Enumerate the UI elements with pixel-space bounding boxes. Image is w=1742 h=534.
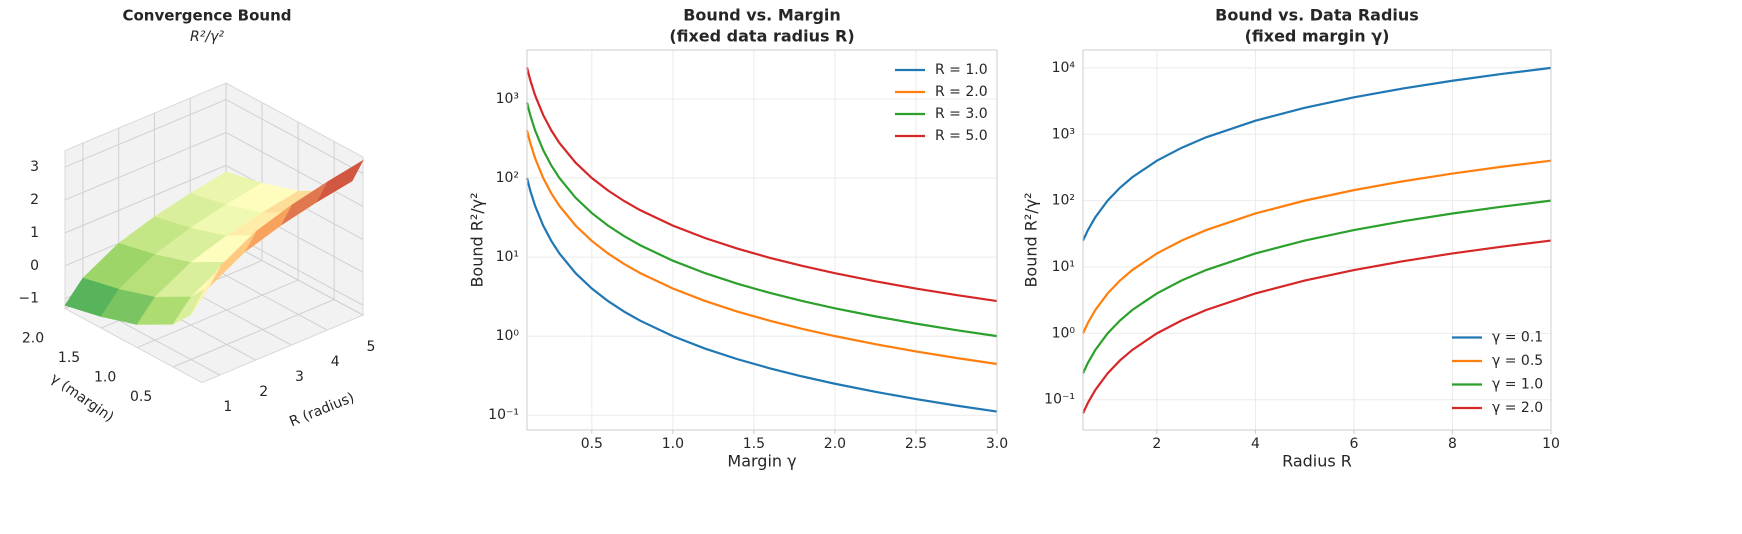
chart-title: (fixed data radius R) [669, 27, 854, 46]
x-tick-label: 10 [1542, 436, 1560, 452]
x-tick-label: 3 [295, 369, 304, 385]
grid-line [225, 240, 364, 316]
surface-patch [190, 266, 221, 315]
legend-label: R = 3.0 [935, 106, 988, 122]
y-tick-label: 10⁰ [1052, 325, 1076, 341]
y-axis-label: Bound R²/γ² [468, 192, 487, 287]
x-tick-label: 2 [1152, 436, 1161, 452]
y-axis-label: Bound R²/γ² [1022, 192, 1041, 287]
x-tick-label: 1.5 [743, 436, 765, 452]
x-axis-label: Radius R [1282, 452, 1352, 471]
x-tick-label: 2 [259, 384, 268, 400]
grid-line [64, 99, 227, 168]
line-series [1082, 66, 1552, 242]
y-tick-label: 1.0 [94, 370, 116, 386]
x-tick-label: 5 [367, 339, 376, 355]
x-tick-label: 8 [1448, 436, 1457, 452]
chart-title: Convergence Bound [122, 7, 291, 25]
legend-label: γ = 2.0 [1492, 400, 1543, 416]
x-tick-label: 2.0 [824, 436, 846, 452]
chart-title: Bound vs. Data Radius [1215, 6, 1419, 25]
grid-line [225, 132, 364, 207]
y-tick-label: 10² [496, 170, 519, 186]
x-tick-label: 6 [1349, 436, 1358, 452]
y-tick-label: 10⁻¹ [1044, 392, 1075, 408]
y-tick-label: 10³ [496, 91, 519, 107]
y-tick-label: 10⁰ [496, 328, 520, 344]
line-series [525, 177, 998, 413]
x-tick-label: 0.5 [581, 436, 603, 452]
z-tick-label: 2 [30, 192, 39, 208]
plot-frame [1082, 49, 1552, 431]
line-series [525, 130, 998, 366]
grid-line [225, 99, 364, 174]
legend-label: γ = 0.5 [1492, 353, 1543, 369]
line-series [1082, 159, 1552, 334]
grid-line [172, 299, 335, 368]
x-tick-label: 2.5 [905, 436, 927, 452]
legend-label: γ = 0.1 [1492, 330, 1543, 346]
y-tick-label: 10² [1052, 193, 1075, 209]
z-tick-label: −1 [18, 291, 39, 307]
grid-line [64, 132, 227, 201]
grid-line [136, 279, 299, 349]
x-axis-label: R (radius) [287, 390, 356, 430]
line-series [525, 67, 998, 303]
y-tick-label: 1.5 [58, 350, 80, 366]
x-tick-label: 4 [1251, 436, 1260, 452]
x-tick-label: 3.0 [986, 436, 1008, 452]
y-tick-label: 0.5 [130, 389, 152, 405]
grid-line [64, 164, 227, 234]
x-tick-label: 1 [223, 399, 232, 415]
y-tick-label: 10¹ [496, 249, 519, 265]
line-series [1082, 199, 1552, 374]
chart-title: (fixed margin γ) [1245, 27, 1390, 46]
y-tick-label: 10³ [1052, 126, 1075, 142]
x-tick-label: 4 [331, 354, 340, 370]
z-tick-label: 3 [30, 159, 39, 175]
y-tick-label: 10⁴ [1052, 60, 1076, 76]
chart-subtitle: R²/γ² [190, 29, 224, 45]
legend-label: R = 1.0 [935, 62, 988, 78]
x-axis-label: Margin γ [727, 452, 796, 471]
y-tick-label: 10¹ [1052, 259, 1075, 275]
y-tick-label: 10⁻¹ [488, 407, 519, 423]
chart-title: Bound vs. Margin [683, 6, 841, 25]
line-series [525, 102, 998, 338]
plot-area [1083, 50, 1551, 430]
legend-label: R = 5.0 [935, 128, 988, 144]
plot-area [527, 50, 997, 430]
x-tick-label: 1.0 [662, 436, 684, 452]
plot-frame [526, 49, 998, 431]
z-tick-label: 1 [30, 225, 39, 241]
y-tick-label: 2.0 [22, 331, 44, 347]
z-tick-label: 0 [30, 258, 39, 274]
line-series [1082, 239, 1552, 414]
legend-label: R = 2.0 [935, 84, 988, 100]
legend-label: γ = 1.0 [1492, 377, 1543, 393]
